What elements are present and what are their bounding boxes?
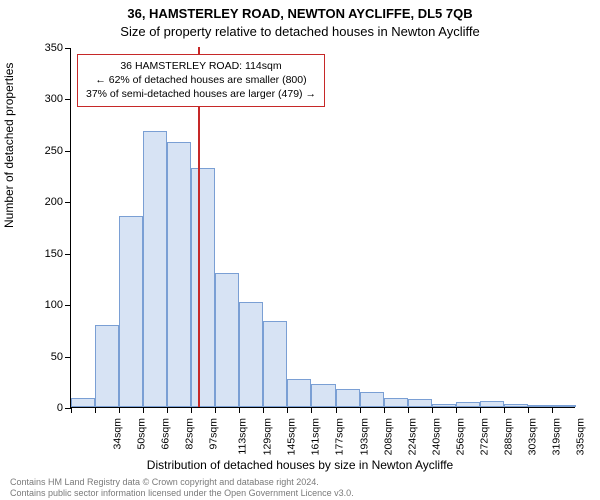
x-tick xyxy=(552,407,553,413)
x-tick-label: 224sqm xyxy=(406,418,418,455)
x-tick-label: 129sqm xyxy=(262,418,274,455)
annotation-line2: ← 62% of detached houses are smaller (80… xyxy=(86,73,316,87)
histogram-bar xyxy=(528,405,552,407)
histogram-bar xyxy=(360,392,384,407)
histogram-bar xyxy=(287,379,311,407)
x-tick xyxy=(167,407,168,413)
x-tick-label: 193sqm xyxy=(358,418,370,455)
footer-line2: Contains public sector information licen… xyxy=(10,488,354,498)
x-tick-label: 34sqm xyxy=(112,418,124,450)
x-tick-label: 113sqm xyxy=(237,418,249,455)
x-tick-label: 97sqm xyxy=(208,418,220,450)
x-tick-label: 240sqm xyxy=(430,418,442,455)
y-tick xyxy=(65,202,71,203)
y-tick-label: 300 xyxy=(31,93,63,105)
histogram-bar xyxy=(143,131,167,407)
x-tick-label: 256sqm xyxy=(454,418,466,455)
annotation-box: 36 HAMSTERLEY ROAD: 114sqm ← 62% of deta… xyxy=(77,54,325,107)
y-tick xyxy=(65,357,71,358)
y-tick-label: 250 xyxy=(31,145,63,157)
x-tick xyxy=(408,407,409,413)
footer-line1: Contains HM Land Registry data © Crown c… xyxy=(10,477,354,487)
y-tick-label: 0 xyxy=(31,402,63,414)
chart-container: 36, HAMSTERLEY ROAD, NEWTON AYCLIFFE, DL… xyxy=(0,0,600,500)
title-line2: Size of property relative to detached ho… xyxy=(0,24,600,39)
x-tick xyxy=(71,407,72,413)
y-axis-title: Number of detached properties xyxy=(2,63,16,228)
histogram-bar xyxy=(456,402,480,407)
x-tick xyxy=(311,407,312,413)
histogram-bar xyxy=(504,404,528,407)
y-tick-label: 50 xyxy=(31,351,63,363)
x-tick xyxy=(263,407,264,413)
footer: Contains HM Land Registry data © Crown c… xyxy=(10,477,354,498)
x-tick xyxy=(336,407,337,413)
histogram-bar xyxy=(311,384,335,407)
x-tick xyxy=(384,407,385,413)
x-tick xyxy=(95,407,96,413)
histogram-bar xyxy=(167,142,191,407)
x-tick-label: 288sqm xyxy=(502,418,514,455)
x-tick-label: 50sqm xyxy=(136,418,148,450)
annotation-line1: 36 HAMSTERLEY ROAD: 114sqm xyxy=(86,59,316,73)
x-tick xyxy=(432,407,433,413)
histogram-bar xyxy=(432,404,456,407)
y-tick xyxy=(65,151,71,152)
x-tick-label: 177sqm xyxy=(334,418,346,455)
histogram-bar xyxy=(408,399,432,407)
y-tick xyxy=(65,305,71,306)
x-tick xyxy=(239,407,240,413)
x-tick-label: 161sqm xyxy=(310,418,322,455)
y-tick-label: 150 xyxy=(31,248,63,260)
x-tick xyxy=(143,407,144,413)
histogram-bar xyxy=(191,168,215,407)
histogram-bar xyxy=(215,273,239,407)
x-tick-label: 272sqm xyxy=(478,418,490,455)
histogram-bar xyxy=(71,398,95,407)
y-tick-label: 350 xyxy=(31,42,63,54)
plot-area: 05010015020025030035034sqm50sqm66sqm82sq… xyxy=(70,48,575,408)
title-line1: 36, HAMSTERLEY ROAD, NEWTON AYCLIFFE, DL… xyxy=(0,6,600,21)
x-tick xyxy=(287,407,288,413)
histogram-bar xyxy=(95,325,119,407)
y-tick xyxy=(65,48,71,49)
x-tick xyxy=(360,407,361,413)
x-tick xyxy=(215,407,216,413)
histogram-bar xyxy=(263,321,287,407)
x-tick xyxy=(191,407,192,413)
y-tick-label: 100 xyxy=(31,299,63,311)
x-tick-label: 208sqm xyxy=(382,418,394,455)
x-tick xyxy=(480,407,481,413)
x-tick xyxy=(528,407,529,413)
x-tick-label: 66sqm xyxy=(160,418,172,450)
x-axis-title: Distribution of detached houses by size … xyxy=(0,458,600,472)
histogram-bar xyxy=(480,401,504,407)
x-tick-label: 82sqm xyxy=(184,418,196,450)
x-tick-label: 303sqm xyxy=(526,418,538,455)
x-tick-label: 335sqm xyxy=(574,418,586,455)
annotation-line3: 37% of semi-detached houses are larger (… xyxy=(86,87,316,101)
y-tick xyxy=(65,99,71,100)
x-tick xyxy=(456,407,457,413)
x-tick-label: 145sqm xyxy=(286,418,298,455)
histogram-bar xyxy=(336,389,360,408)
x-tick-label: 319sqm xyxy=(550,418,562,455)
y-tick xyxy=(65,254,71,255)
histogram-bar xyxy=(119,216,143,407)
histogram-bar xyxy=(552,405,576,407)
x-tick xyxy=(504,407,505,413)
y-tick-label: 200 xyxy=(31,196,63,208)
x-tick xyxy=(119,407,120,413)
histogram-bar xyxy=(384,398,408,407)
histogram-bar xyxy=(239,302,263,407)
